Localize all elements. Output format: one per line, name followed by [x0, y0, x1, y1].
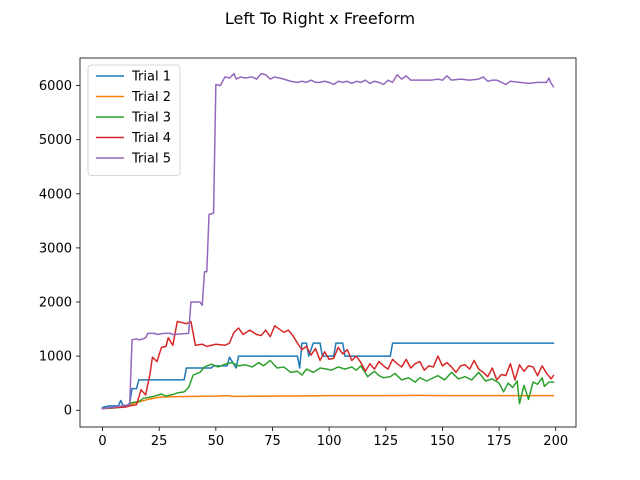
x-tick-label: 150 — [430, 434, 455, 449]
x-tick-label: 125 — [373, 434, 398, 449]
series-line-trial-5 — [101, 72, 555, 410]
y-tick-label: 5000 — [39, 133, 72, 148]
y-tick-label: 0 — [64, 404, 72, 419]
x-tick-label: 100 — [317, 434, 342, 449]
y-tick-label: 3000 — [39, 241, 72, 256]
legend-label: Trial 5 — [131, 152, 171, 167]
series-lines — [101, 72, 555, 410]
x-tick-label: 25 — [151, 434, 168, 449]
axes: 0 25 50 75 100 125 150 175 200010002000300040005… — [39, 57, 577, 449]
series-line-trial-3 — [101, 359, 555, 410]
legend-box — [87, 64, 181, 176]
x-tick-label: 75 — [264, 434, 281, 449]
x-tick-label: 0 — [98, 434, 106, 449]
y-tick-label: 6000 — [39, 79, 72, 94]
axes-frame — [79, 57, 577, 428]
y-tick-label: 1000 — [39, 350, 72, 365]
chart-title: Left To Right x Freeform — [225, 9, 415, 28]
legend: Trial 1 Trial 2 Trial 3 Trial 4 Trial 5 — [87, 64, 181, 176]
y-tick-label: 4000 — [39, 187, 72, 202]
legend-label: Trial 2 — [131, 90, 171, 105]
legend-label: Trial 3 — [131, 111, 171, 126]
x-tick-label: 175 — [487, 434, 512, 449]
y-tick-label: 2000 — [39, 296, 72, 311]
x-tick-label: 200 — [543, 434, 568, 449]
x-tick-label: 50 — [208, 434, 225, 449]
legend-label: Trial 4 — [131, 131, 171, 146]
series-line-trial-4 — [101, 320, 555, 410]
legend-label: Trial 1 — [131, 70, 171, 85]
